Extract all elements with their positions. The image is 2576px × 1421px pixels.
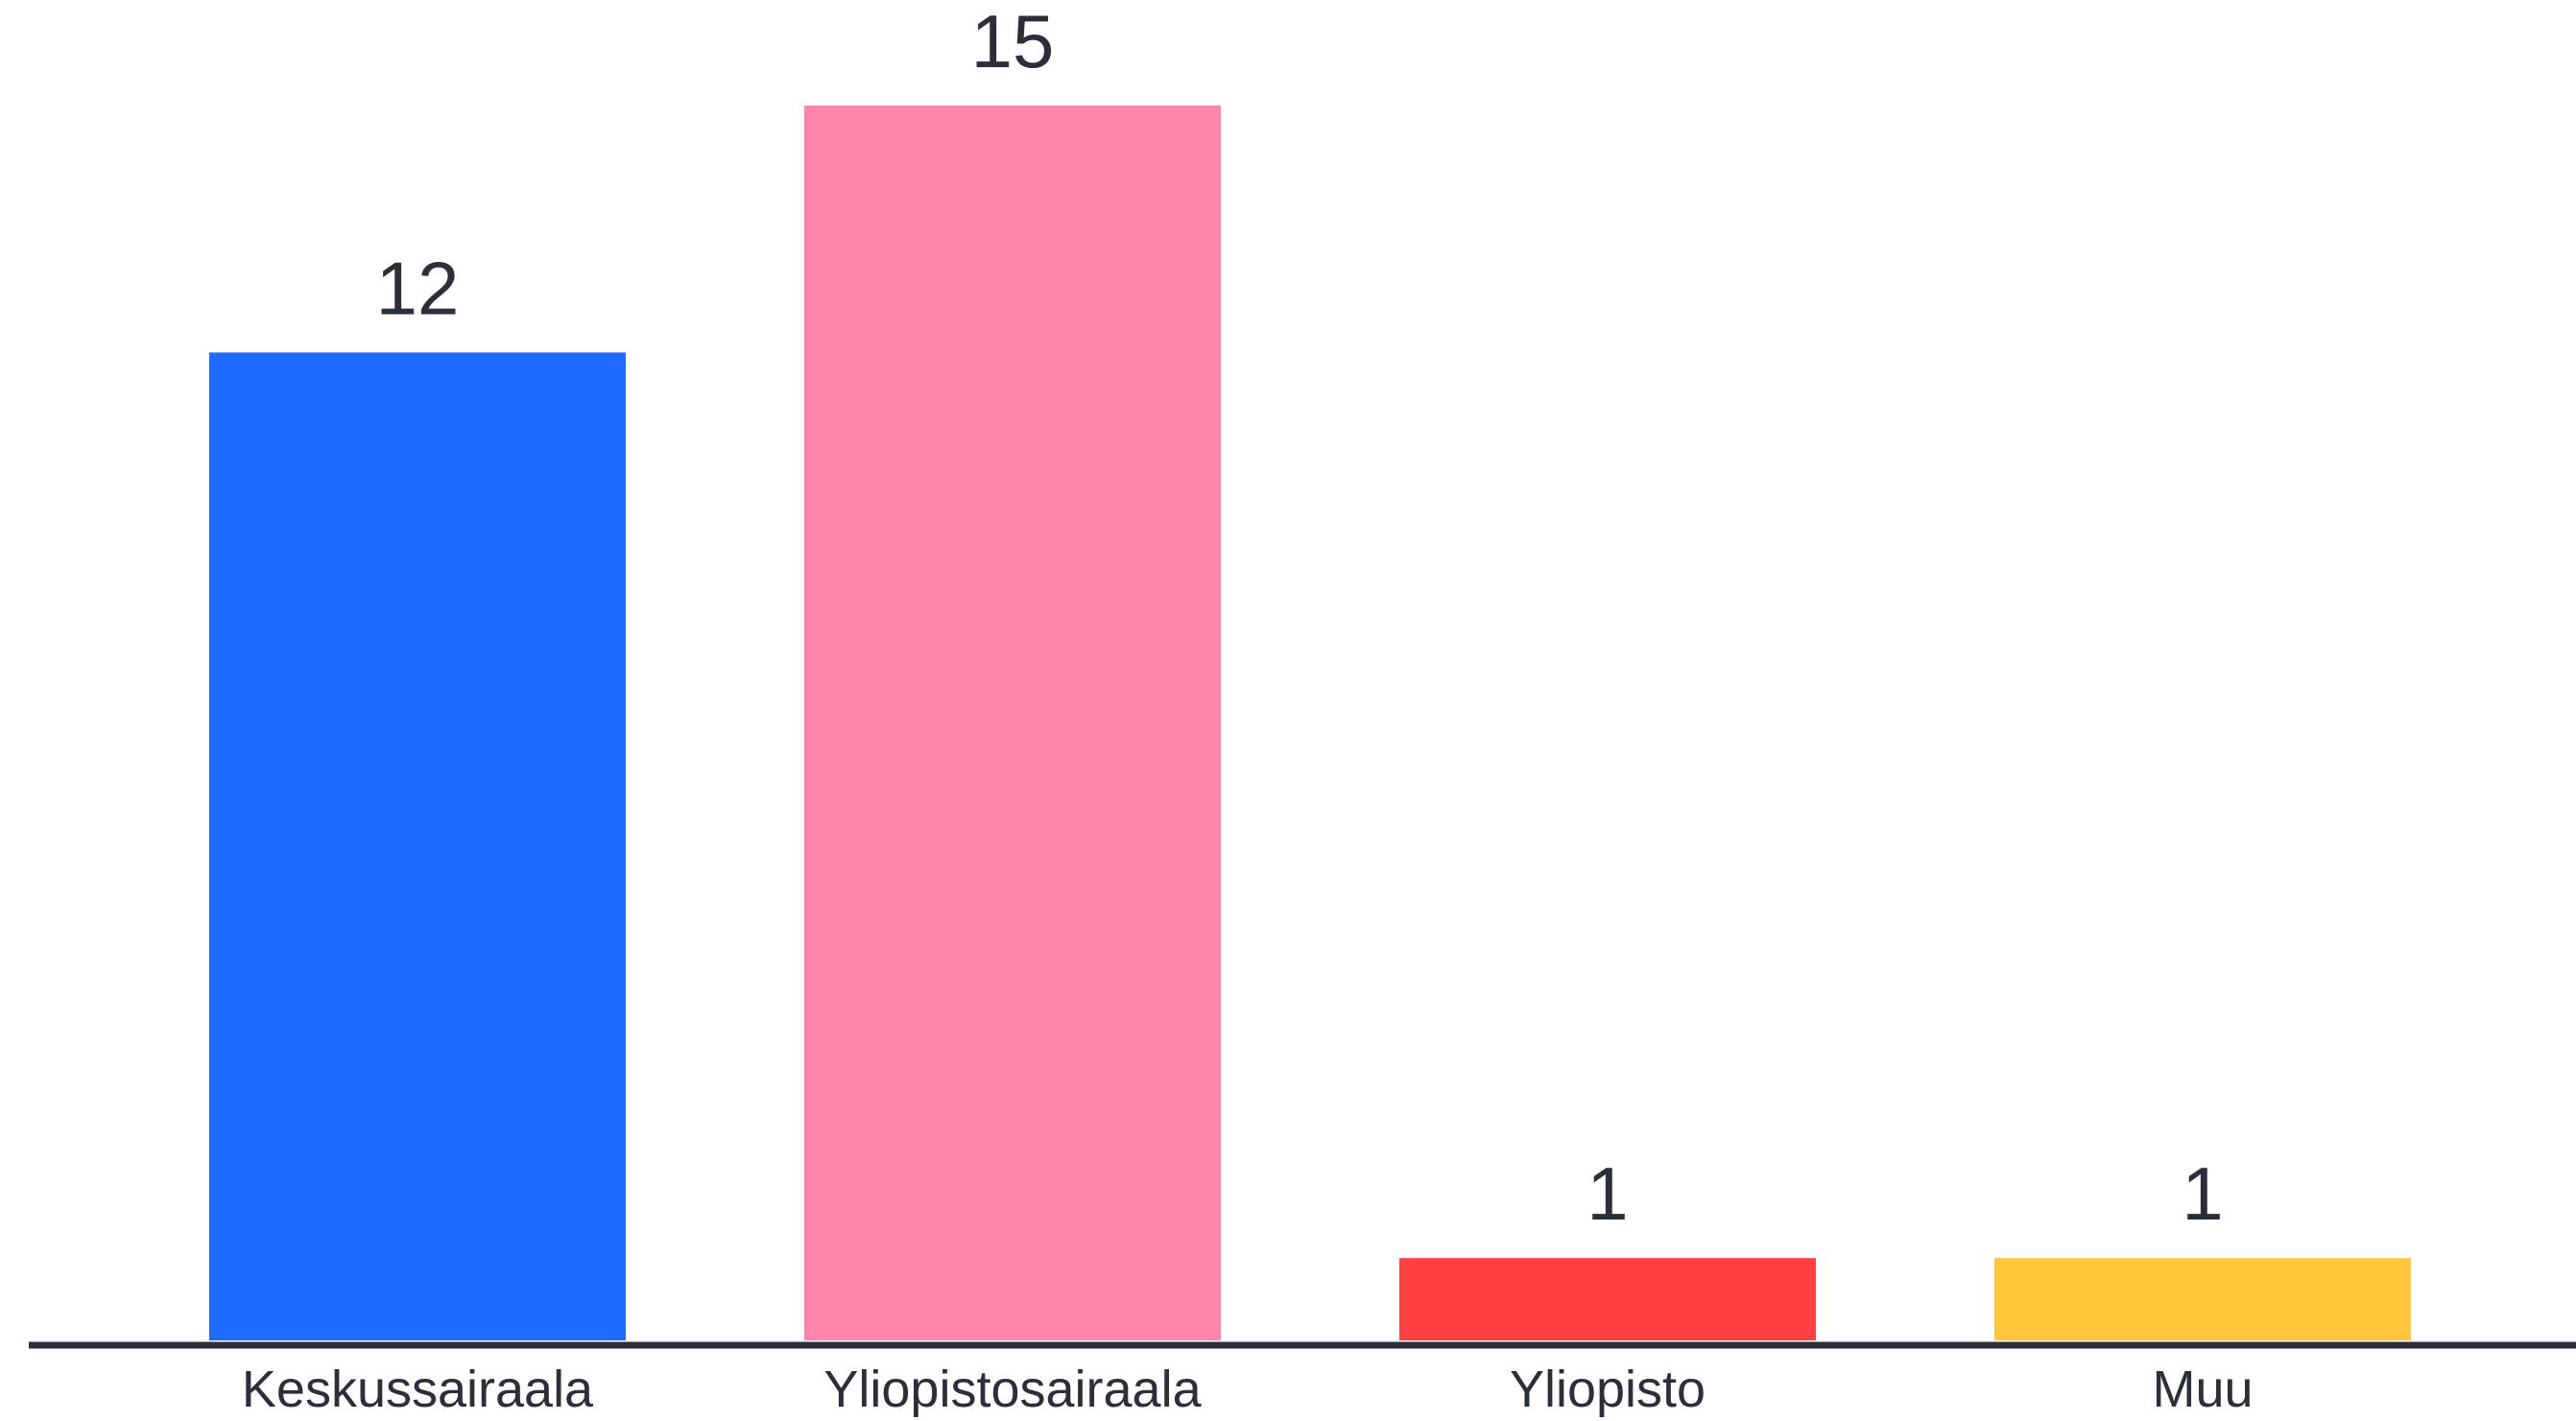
x-tick-labels-group: Keskussairaala Yliopistosairaala Yliopisto… bbox=[242, 1361, 2254, 1418]
data-label-1: 15 bbox=[971, 0, 1055, 83]
value-labels-group: 12 15 1 1 bbox=[376, 0, 2224, 1236]
bar-3 bbox=[1994, 1258, 2411, 1340]
x-tick-label-3: Muu bbox=[2152, 1361, 2253, 1418]
bar-0 bbox=[209, 352, 626, 1340]
x-tick-label-0: Keskussairaala bbox=[242, 1361, 594, 1418]
data-label-3: 1 bbox=[2182, 1151, 2223, 1236]
bar-1 bbox=[804, 106, 1221, 1340]
bars-group bbox=[209, 106, 2411, 1340]
x-tick-label-2: Yliopisto bbox=[1510, 1361, 1705, 1418]
bar-2 bbox=[1399, 1258, 1816, 1340]
data-label-0: 12 bbox=[376, 246, 460, 330]
x-tick-label-1: Yliopistosairaala bbox=[823, 1361, 1202, 1418]
data-label-2: 1 bbox=[1586, 1151, 1628, 1236]
